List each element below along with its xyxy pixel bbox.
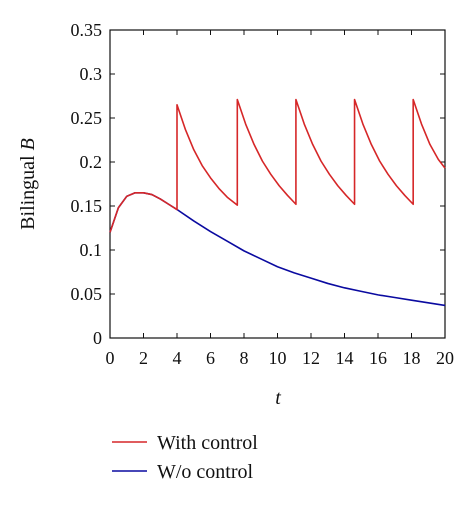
y-axis-label-text: Bilingual — [17, 155, 39, 230]
series-with-control-line — [109, 98, 446, 233]
x-tick-label: 8 — [240, 348, 249, 368]
y-tick-label: 0.3 — [80, 64, 103, 84]
legend: With control W/o control — [112, 432, 258, 483]
series-layer — [109, 98, 446, 307]
x-axis-ticks: 0 2 4 6 8 10 12 14 16 18 20 — [106, 30, 454, 368]
y-tick-label: 0.2 — [80, 152, 103, 172]
x-axis-label: t — [275, 387, 281, 409]
x-tick-label: 12 — [302, 348, 320, 368]
y-tick-label: 0.1 — [80, 240, 103, 260]
y-tick-label: 0.15 — [71, 196, 103, 216]
legend-label-with-control: With control — [157, 432, 258, 454]
y-axis-ticks: 0 0.05 0.1 0.15 0.2 0.25 0.3 0.35 — [71, 20, 445, 348]
y-tick-label: 0.05 — [71, 284, 103, 304]
x-tick-label: 0 — [106, 348, 115, 368]
x-tick-label: 10 — [269, 348, 287, 368]
y-tick-label: 0 — [93, 328, 102, 348]
y-axis-label: Bilingual B — [17, 138, 39, 230]
x-tick-label: 16 — [369, 348, 387, 368]
x-tick-label: 6 — [206, 348, 215, 368]
x-tick-label: 4 — [173, 348, 182, 368]
series-without-control-line — [109, 192, 446, 307]
y-axis-label-variable: B — [17, 138, 39, 150]
y-tick-label: 0.25 — [71, 108, 103, 128]
x-tick-label: 20 — [436, 348, 454, 368]
x-tick-label: 2 — [139, 348, 148, 368]
legend-label-without-control: W/o control — [157, 461, 254, 483]
x-tick-label: 14 — [336, 348, 354, 368]
y-tick-label: 0.35 — [71, 20, 103, 40]
x-tick-label: 18 — [403, 348, 421, 368]
